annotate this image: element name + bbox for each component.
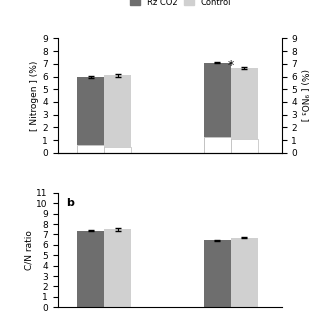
Bar <box>104 229 131 307</box>
Text: b: b <box>66 198 74 208</box>
Bar <box>204 62 231 137</box>
Bar <box>104 147 131 153</box>
Y-axis label: [ Nitrogen ] (%): [ Nitrogen ] (%) <box>30 60 39 131</box>
Y-axis label: C/N ratio: C/N ratio <box>25 230 34 270</box>
Bar <box>104 75 131 147</box>
Bar <box>77 145 104 153</box>
Bar <box>77 76 104 145</box>
Bar <box>204 137 231 153</box>
Y-axis label: (%) [ ⁹NO₃ ]: (%) [ ⁹NO₃ ] <box>299 69 308 122</box>
Legend: Rz CO2, Control: Rz CO2, Control <box>127 0 235 10</box>
Bar <box>77 231 104 307</box>
Bar <box>231 68 258 140</box>
Bar <box>231 237 258 307</box>
Bar <box>204 240 231 307</box>
Text: *: * <box>228 59 234 72</box>
Bar <box>231 140 258 153</box>
